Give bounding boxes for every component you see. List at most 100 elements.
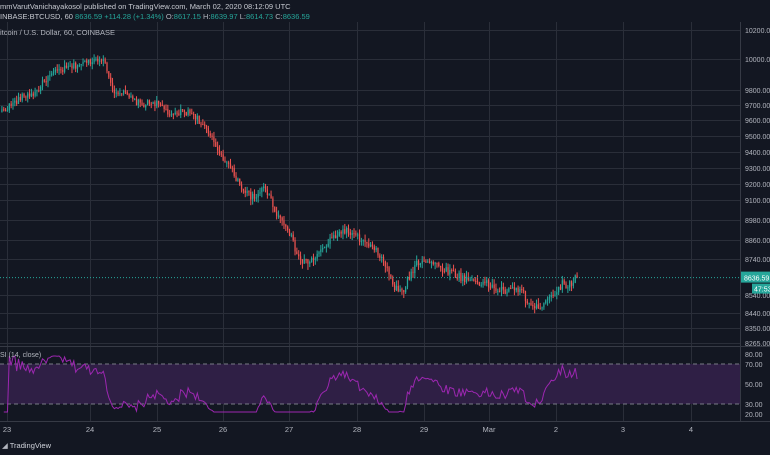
rsi-tick-label: 50.00	[745, 382, 763, 389]
candle-body	[532, 305, 534, 307]
candle-body	[397, 285, 399, 292]
open-label: O:	[165, 12, 174, 21]
candle-body	[493, 284, 495, 289]
candle-body	[358, 234, 361, 242]
candle-body	[323, 247, 326, 249]
publisher-user[interactable]: mmVarutVanichayakosol	[0, 2, 82, 11]
candle-body	[403, 290, 405, 293]
candle-body	[165, 108, 167, 110]
candle-body	[327, 243, 329, 247]
candle-body	[495, 288, 497, 291]
high-label: H:	[203, 12, 211, 21]
candle-body	[467, 276, 469, 280]
candle-body	[239, 178, 241, 185]
candle-body	[548, 297, 551, 299]
symbol-name[interactable]: INBASE:BTCUSD, 60	[0, 12, 73, 21]
candle-body	[156, 100, 158, 107]
candle-body	[543, 303, 545, 308]
price-tick-label: 8740.00	[745, 257, 770, 264]
candle-body	[373, 246, 375, 251]
candle-body	[78, 65, 80, 67]
candle-body	[202, 123, 204, 125]
candle-body	[322, 248, 324, 250]
last-price-badge-label: 8636.59	[744, 276, 769, 283]
candle-body	[482, 281, 484, 285]
candle-body	[281, 217, 283, 221]
candle-body	[89, 59, 92, 65]
candle-body	[480, 284, 482, 286]
candle-body	[530, 302, 532, 306]
candle-body	[294, 240, 296, 252]
last-price-badge	[741, 271, 770, 283]
tradingview-icon: ◢	[2, 441, 8, 450]
candle-body	[95, 58, 97, 60]
tradingview-logo[interactable]: ◢ TradingView	[2, 441, 51, 450]
candle-body	[159, 103, 162, 105]
price-tick-label: 8540.00	[745, 293, 770, 300]
candle-body	[111, 82, 114, 90]
candle-body	[364, 240, 366, 242]
candle-body	[331, 237, 333, 239]
candle-body	[416, 260, 418, 266]
candle-body	[452, 270, 455, 272]
candle-body	[340, 231, 342, 234]
candle-body	[432, 262, 434, 265]
candle-body	[194, 114, 197, 120]
candle-body	[310, 258, 313, 263]
candle-body	[14, 100, 16, 103]
candle-body	[307, 259, 309, 264]
candle-body	[567, 287, 569, 289]
candle-body	[526, 301, 528, 304]
candle-body	[145, 105, 147, 108]
price-tick-label: 9100.00	[745, 198, 770, 205]
candle-body	[565, 283, 567, 289]
close-value: 8636.59	[282, 12, 310, 21]
candle-body	[554, 294, 556, 296]
price-tick-label: 8350.00	[745, 326, 770, 333]
candle-body	[381, 256, 383, 258]
logo-text: TradingView	[9, 441, 52, 450]
rsi-tick-label: 80.00	[745, 352, 763, 359]
candle-body	[506, 291, 508, 294]
candle-body	[178, 113, 180, 116]
time-tick-label: 26	[219, 425, 227, 434]
candle-body	[576, 275, 578, 278]
candle-body	[198, 115, 200, 124]
candle-body	[102, 59, 104, 61]
candle-body	[163, 105, 165, 109]
candle-body	[213, 136, 215, 143]
candle-body	[508, 288, 510, 292]
candle-body	[344, 229, 346, 234]
symbol-line: INBASE:BTCUSD, 60 8636.59 +114.28 (+1.34…	[0, 12, 310, 21]
candle-body	[21, 94, 23, 101]
candle-body	[290, 234, 292, 236]
candle-body	[522, 290, 525, 292]
candle-body	[298, 254, 300, 257]
candle-body	[449, 269, 451, 275]
candle-body	[346, 227, 348, 234]
candle-body	[115, 92, 117, 94]
candle-body	[41, 80, 44, 87]
candle-body	[71, 65, 73, 69]
candle-body	[558, 286, 560, 293]
candle-body	[218, 150, 221, 154]
candle-body	[8, 103, 10, 111]
candle-body	[172, 113, 174, 115]
candle-body	[240, 184, 243, 190]
candle-body	[534, 306, 536, 309]
candle-body	[87, 59, 90, 63]
candle-body	[357, 234, 359, 236]
candle-body	[476, 281, 479, 283]
candle-body	[146, 100, 149, 106]
candle-body	[52, 72, 55, 74]
candle-body	[546, 298, 549, 301]
candle-body	[428, 261, 431, 263]
candle-body	[189, 109, 191, 114]
candle-body	[504, 289, 506, 294]
close-label: C:	[275, 12, 283, 21]
candle-body	[67, 66, 69, 68]
candle-body	[287, 226, 289, 230]
candle-body	[410, 271, 412, 280]
candle-body	[121, 93, 123, 95]
